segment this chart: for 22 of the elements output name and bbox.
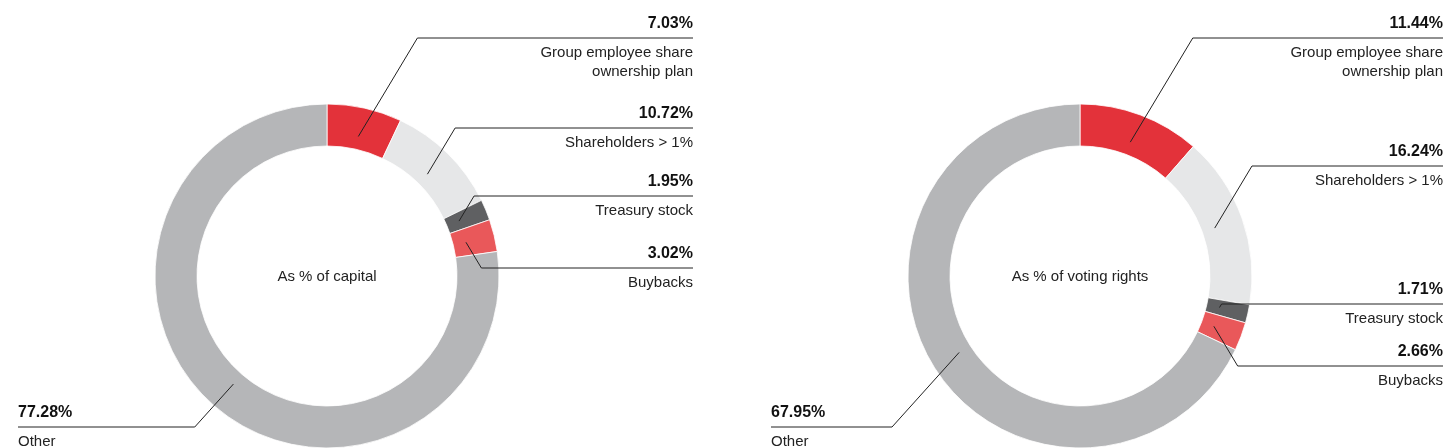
slice-label: Buybacks bbox=[1377, 371, 1443, 388]
data-label: 1.95% bbox=[647, 172, 693, 189]
data-label: 7.03% bbox=[647, 14, 693, 31]
slice-label: Group employee share ownership plan bbox=[540, 43, 693, 79]
data-label: 2.66% bbox=[1397, 342, 1443, 359]
text: As % of voting rights bbox=[1011, 267, 1149, 284]
data-label: 77.28% bbox=[18, 403, 73, 420]
slice-label: Treasury stock bbox=[1345, 309, 1444, 326]
slice-label: Shareholders > 1% bbox=[1315, 171, 1443, 188]
slice-label: Buybacks bbox=[627, 273, 693, 290]
data-label: 67.95% bbox=[771, 403, 826, 420]
text: As % of capital bbox=[277, 267, 377, 284]
data-label: 11.44% bbox=[1389, 14, 1443, 31]
slice-label: Other bbox=[18, 432, 56, 448]
data-label: 3.02% bbox=[647, 244, 693, 261]
slice-label: Group employee share ownership plan bbox=[1290, 43, 1443, 79]
slice-label: Treasury stock bbox=[595, 201, 694, 218]
slice-label: Shareholders > 1% bbox=[565, 133, 693, 150]
slice-label: Other bbox=[771, 432, 809, 448]
data-label: 1.71% bbox=[1397, 280, 1443, 297]
data-label: 10.72% bbox=[638, 104, 693, 121]
data-label: 16.24% bbox=[1388, 142, 1443, 159]
